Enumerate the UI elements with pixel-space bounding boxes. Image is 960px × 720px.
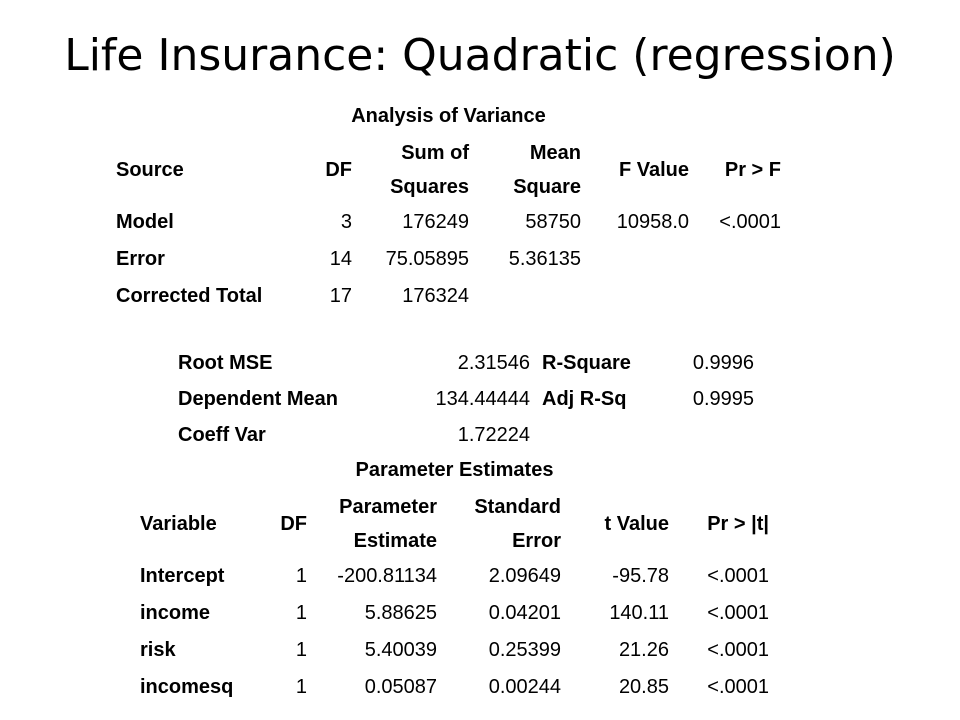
params-variable: risk [140, 639, 176, 661]
params-se: 0.25399 [488, 639, 561, 661]
params-header-se-line1: Standard [474, 496, 561, 518]
anova-header-ms-line1: Mean [529, 142, 581, 164]
anova-header-ss: Sum of Squares [358, 136, 475, 204]
anova-row: Error 14 75.05895 5.36135 [110, 241, 787, 278]
params-estimate: 5.88625 [364, 602, 437, 624]
anova-header-ms: Mean Square [475, 136, 587, 204]
params-header-df: DF [280, 512, 307, 535]
anova-ss: 75.05895 [385, 248, 469, 270]
params-estimate: 0.05087 [364, 676, 437, 698]
anova-header-df: DF [325, 158, 352, 181]
fit-label: Adj R-Sq [542, 387, 627, 410]
anova-header-f: F Value [618, 158, 689, 181]
anova-row: Model 3 176249 58750 10958.0 <.0001 [110, 204, 787, 241]
anova-header-ms-line2: Square [513, 176, 581, 198]
fit-stats-table: Root MSE 2.31546 R-Square 0.9996 Depende… [172, 345, 760, 453]
params-t: 20.85 [618, 676, 669, 698]
params-header-t: t Value [604, 512, 669, 535]
anova-df: 17 [329, 285, 352, 307]
anova-df: 14 [329, 248, 352, 270]
params-row: income 1 5.88625 0.04201 140.11 <.0001 [134, 595, 775, 632]
params-variable: income [140, 602, 211, 624]
params-se: 0.00244 [488, 676, 561, 698]
fit-row: Root MSE 2.31546 R-Square 0.9996 [172, 345, 760, 381]
params-t: 21.26 [618, 639, 669, 661]
fit-value: 1.72224 [457, 423, 530, 446]
params-t: -95.78 [612, 565, 669, 587]
parameter-estimates-table: Parameter Estimates Variable DF Paramete… [134, 450, 775, 706]
params-p: <.0001 [707, 639, 769, 661]
anova-df: 3 [340, 211, 352, 233]
anova-source: Error [116, 248, 165, 270]
params-t: 140.11 [609, 602, 669, 624]
fit-label: Coeff Var [178, 423, 266, 446]
anova-row: Corrected Total 17 176324 [110, 278, 787, 315]
params-row: risk 1 5.40039 0.25399 21.26 <.0001 [134, 632, 775, 669]
params-se: 0.04201 [488, 602, 561, 624]
params-header-se-line2: Error [512, 530, 561, 552]
anova-header-source: Source [116, 158, 184, 181]
params-caption: Parameter Estimates [355, 458, 554, 481]
anova-header-row: Source DF Sum of Squares Mean Square F V… [110, 136, 787, 204]
params-df: 1 [295, 676, 307, 698]
params-header-row: Variable DF Parameter Estimate Standard … [134, 490, 775, 558]
anova-p: <.0001 [719, 211, 781, 233]
params-se: 2.09649 [488, 565, 561, 587]
params-header-variable: Variable [140, 512, 217, 535]
fit-label [536, 417, 668, 453]
fit-value: 0.9995 [692, 387, 754, 410]
anova-ms: 58750 [525, 211, 581, 233]
params-p: <.0001 [707, 565, 769, 587]
params-variable: incomesq [140, 676, 234, 698]
anova-p [695, 241, 787, 278]
fit-value [668, 417, 760, 453]
fit-value: 2.31546 [457, 351, 530, 374]
fit-label: Root MSE [178, 351, 273, 374]
fit-row: Dependent Mean 134.44444 Adj R-Sq 0.9995 [172, 381, 760, 417]
anova-source: Corrected Total [116, 285, 263, 307]
slide-title: Life Insurance: Quadratic (regression) [64, 30, 896, 81]
anova-caption: Analysis of Variance [351, 104, 546, 127]
anova-ss: 176249 [402, 211, 469, 233]
anova-header-ss-line2: Squares [390, 176, 469, 198]
params-variable: Intercept [140, 565, 225, 587]
fit-label: R-Square [542, 351, 631, 374]
anova-table: Analysis of Variance Source DF Sum of Sq… [110, 96, 787, 315]
params-df: 1 [295, 565, 307, 587]
params-p: <.0001 [707, 602, 769, 624]
params-p: <.0001 [707, 676, 769, 698]
params-header-se: Standard Error [443, 490, 567, 558]
params-df: 1 [295, 639, 307, 661]
fit-value: 0.9996 [692, 351, 754, 374]
anova-f: 10958.0 [616, 211, 689, 233]
anova-ss: 176324 [402, 285, 469, 307]
params-estimate: -200.81134 [337, 565, 437, 587]
anova-header-p: Pr > F [724, 158, 781, 181]
anova-source: Model [116, 211, 174, 233]
anova-f [587, 241, 695, 278]
params-row: incomesq 1 0.05087 0.00244 20.85 <.0001 [134, 669, 775, 706]
anova-f [587, 278, 695, 315]
params-header-estimate-line2: Estimate [353, 530, 437, 552]
fit-row: Coeff Var 1.72224 [172, 417, 760, 453]
anova-p [695, 278, 787, 315]
fit-value: 134.44444 [435, 387, 530, 410]
anova-ms [475, 278, 587, 315]
params-estimate: 5.40039 [364, 639, 437, 661]
params-header-estimate-line1: Parameter [339, 496, 437, 518]
params-header-estimate: Parameter Estimate [313, 490, 443, 558]
fit-label: Dependent Mean [178, 387, 339, 410]
anova-header-ss-line1: Sum of [401, 142, 469, 164]
params-df: 1 [295, 602, 307, 624]
params-header-p: Pr > |t| [707, 512, 769, 535]
anova-ms: 5.36135 [508, 248, 581, 270]
params-row: Intercept 1 -200.81134 2.09649 -95.78 <.… [134, 558, 775, 595]
